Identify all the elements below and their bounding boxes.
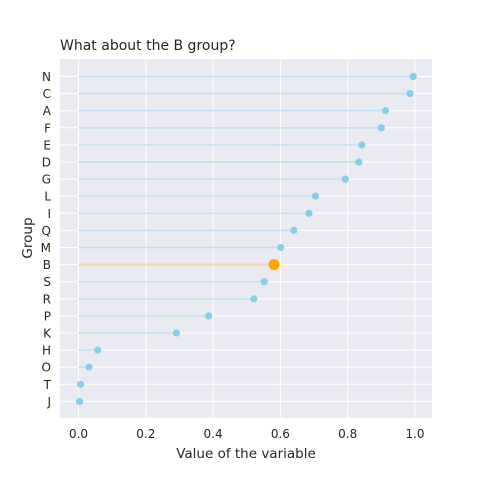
y-tick-label-G: G bbox=[42, 173, 51, 187]
y-tick-label-B: B bbox=[43, 258, 51, 272]
dot-L bbox=[311, 192, 319, 200]
dot-H bbox=[94, 346, 102, 354]
dot-C bbox=[406, 90, 414, 98]
dot-M bbox=[277, 243, 285, 252]
y-tick-label-P: P bbox=[44, 309, 51, 323]
x-tick-labels: 0.0 0.2 0.4 0.6 0.8 1.0 bbox=[69, 427, 425, 441]
y-tick-label-O: O bbox=[42, 361, 51, 375]
dot-K bbox=[172, 329, 181, 337]
dot-A bbox=[381, 107, 389, 115]
dot-F bbox=[377, 124, 385, 132]
x-axis-label: Value of the variable bbox=[176, 446, 316, 462]
x-tick-label: 0.2 bbox=[136, 427, 155, 441]
y-tick-label-N: N bbox=[42, 70, 51, 84]
y-axis-label: Group bbox=[20, 217, 36, 258]
y-tick-label-M: M bbox=[41, 241, 51, 255]
y-tick-label-S: S bbox=[43, 275, 51, 289]
dot-P bbox=[205, 312, 213, 320]
y-tick-label-E: E bbox=[43, 138, 51, 152]
x-tick-label: 0.6 bbox=[271, 427, 290, 441]
dot-O bbox=[85, 363, 93, 371]
dots bbox=[75, 72, 417, 405]
dot-D bbox=[355, 158, 363, 166]
y-tick-label-J: J bbox=[46, 395, 51, 409]
y-tick-label-K: K bbox=[43, 327, 52, 341]
y-tick-label-L: L bbox=[44, 190, 51, 204]
x-tick-label: 0.4 bbox=[204, 427, 223, 441]
stems bbox=[78, 75, 414, 403]
dot-R bbox=[250, 295, 258, 303]
y-tick-label-A: A bbox=[43, 104, 52, 118]
y-tick-label-F: F bbox=[44, 121, 51, 135]
y-tick-label-C: C bbox=[43, 87, 51, 101]
dot-N bbox=[409, 72, 417, 81]
y-tick-label-Q: Q bbox=[42, 224, 51, 238]
plot-background bbox=[60, 59, 432, 418]
y-tick-label-T: T bbox=[43, 378, 52, 392]
dot-B bbox=[268, 259, 280, 271]
y-tick-label-R: R bbox=[43, 292, 51, 306]
y-tick-label-D: D bbox=[42, 156, 51, 170]
x-tick-label: 1.0 bbox=[405, 427, 424, 441]
dot-G bbox=[341, 175, 349, 183]
y-tick-label-I: I bbox=[47, 207, 51, 221]
dot-E bbox=[358, 141, 366, 149]
y-tick-label-H: H bbox=[42, 344, 51, 358]
x-tick-label: 0.0 bbox=[69, 427, 88, 441]
dot-S bbox=[260, 278, 268, 286]
dot-I bbox=[305, 209, 313, 217]
dot-Q bbox=[290, 226, 298, 234]
dot-T bbox=[76, 380, 85, 388]
dot-J bbox=[75, 397, 84, 405]
chart-title: What about the B group? bbox=[60, 38, 236, 54]
x-tick-label: 0.8 bbox=[338, 427, 357, 441]
